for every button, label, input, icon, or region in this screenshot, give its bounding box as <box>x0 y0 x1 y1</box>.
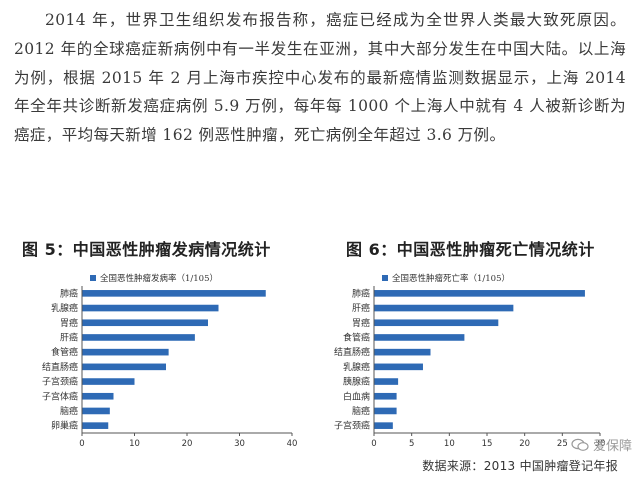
bar <box>82 422 109 429</box>
bar <box>82 304 219 312</box>
bar <box>374 290 585 297</box>
category-label: 脑癌 <box>60 405 78 417</box>
bar <box>82 348 169 356</box>
bar <box>82 319 208 327</box>
x-tick-label: 30 <box>234 439 245 449</box>
category-label: 乳腺癌 <box>343 361 370 373</box>
figure-5-title: 图 5：中国恶性肿瘤发病情况统计 <box>22 240 271 259</box>
x-tick-label: 10 <box>129 439 140 449</box>
x-tick-label: 15 <box>482 439 493 449</box>
category-label: 胃癌 <box>60 317 78 329</box>
data-source: 数据来源：2013 中国肿瘤登记年报 <box>422 459 618 473</box>
category-label: 子宫颈癌 <box>334 420 370 432</box>
bar <box>374 392 397 400</box>
bar <box>374 334 465 341</box>
watermark: 爱保障 <box>571 435 632 454</box>
article-paragraph: 2014 年，世界卫生组织发布报告称，癌症已经成为全世界人类最大致死原因。201… <box>14 11 626 145</box>
x-tick-label: 25 <box>557 439 568 449</box>
category-label: 脑癌 <box>352 405 370 417</box>
bar <box>374 422 393 429</box>
bar <box>82 407 110 415</box>
mortality-bar-chart: 全国恶性肿瘤死亡率（1/105） 肺癌肝癌胃癌食管癌结直肠癌乳腺癌胰腺癌白血病脑癌… <box>334 273 606 449</box>
x-tick-label: 30 <box>595 439 606 449</box>
x-tick-label: 20 <box>519 439 530 449</box>
bar <box>82 363 166 371</box>
x-tick-label: 0 <box>79 439 84 449</box>
watermark-text: 爱保障 <box>592 439 632 454</box>
legend-swatch <box>382 275 388 281</box>
bar <box>82 334 195 341</box>
bar <box>374 304 514 312</box>
chat-bubble-icon <box>571 438 589 451</box>
category-label: 胰腺癌 <box>343 376 370 388</box>
x-tick-label: 40 <box>287 439 298 449</box>
category-label: 肺癌 <box>60 287 78 299</box>
category-label: 肝癌 <box>60 331 78 343</box>
bar <box>82 378 135 385</box>
bar <box>374 363 423 371</box>
legend-label: 全国恶性肿瘤死亡率（1/105） <box>392 273 510 284</box>
bar <box>374 407 397 415</box>
category-label: 子宫颈癌 <box>42 376 78 388</box>
category-label: 白血病 <box>343 390 370 402</box>
category-label: 胃癌 <box>352 317 370 329</box>
category-label: 卵巢癌 <box>51 420 78 432</box>
x-tick-label: 5 <box>409 439 414 449</box>
category-label: 食管癌 <box>51 346 78 358</box>
legend-label: 全国恶性肿瘤发病率（1/105） <box>100 273 218 284</box>
category-label: 子宫体癌 <box>42 390 78 402</box>
bar <box>82 392 114 400</box>
x-tick-label: 10 <box>444 439 455 449</box>
incidence-bar-chart: 全国恶性肿瘤发病率（1/105） 肺癌乳腺癌胃癌肝癌食管癌结直肠癌子宫颈癌子宫体癌… <box>42 273 298 449</box>
article-body: 2014 年，世界卫生组织发布报告称，癌症已经成为全世界人类最大致死原因。201… <box>14 6 626 150</box>
figure-6-title: 图 6：中国恶性肿瘤死亡情况统计 <box>346 240 595 259</box>
x-tick-label: 20 <box>182 439 193 449</box>
category-label: 结直肠癌 <box>42 361 78 373</box>
category-label: 乳腺癌 <box>51 302 78 314</box>
category-label: 肺癌 <box>352 287 370 299</box>
bar <box>374 348 431 356</box>
bar <box>374 378 399 385</box>
x-tick-label: 0 <box>371 439 376 449</box>
bar <box>82 290 266 297</box>
category-label: 肝癌 <box>352 302 370 314</box>
bar <box>374 319 499 327</box>
category-label: 食管癌 <box>343 331 370 343</box>
legend-swatch <box>90 275 96 281</box>
category-label: 结直肠癌 <box>334 346 370 358</box>
